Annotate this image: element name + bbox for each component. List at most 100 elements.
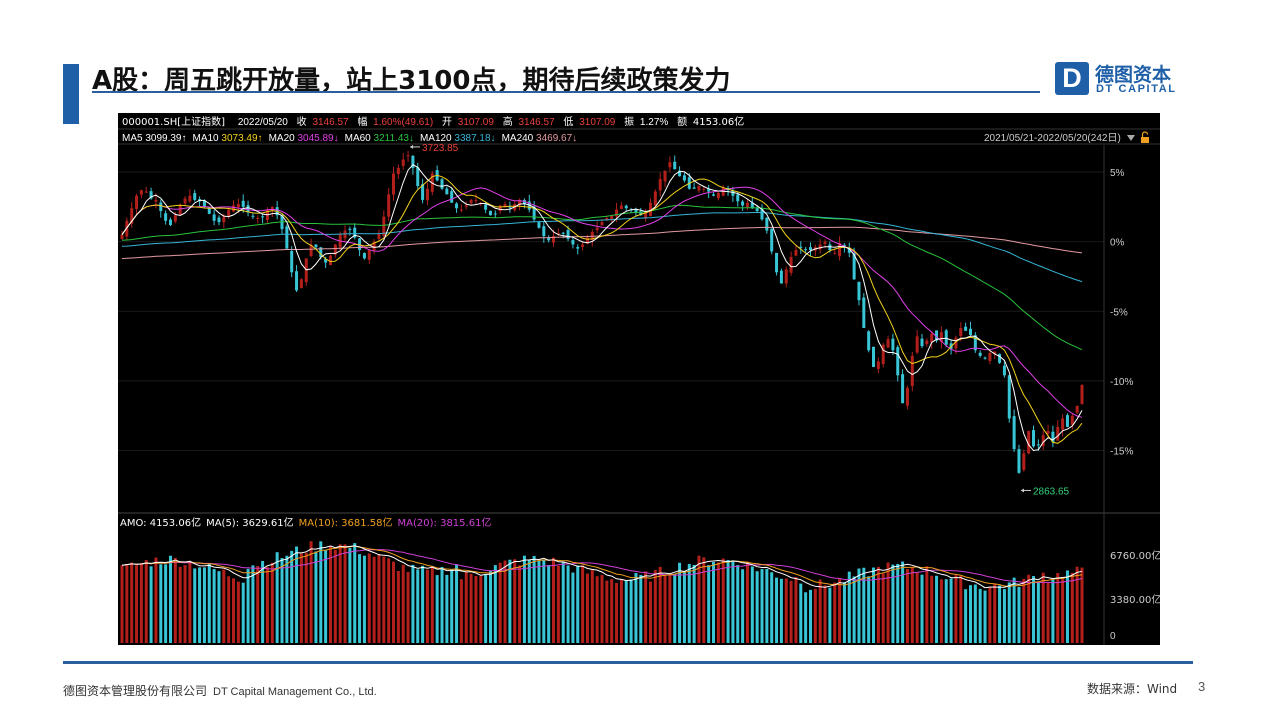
ma-legend-label: MA5 bbox=[122, 133, 145, 144]
volume-bar bbox=[842, 582, 846, 643]
candle-body bbox=[615, 209, 619, 217]
volume-bar bbox=[256, 566, 260, 643]
volume-bar bbox=[280, 557, 284, 643]
volume-bar bbox=[1065, 570, 1069, 643]
volume-bar bbox=[910, 567, 914, 643]
volume-bar bbox=[682, 570, 686, 643]
candle-body bbox=[1007, 375, 1011, 419]
candle-body bbox=[324, 258, 328, 263]
volume-bar bbox=[1051, 579, 1055, 643]
volume-bar bbox=[120, 565, 124, 643]
volume-bar bbox=[726, 559, 730, 643]
candle-body bbox=[382, 216, 386, 236]
ma-legend-value: 3387.18↓ bbox=[454, 133, 495, 144]
candle-body bbox=[935, 330, 939, 341]
volume-bar bbox=[1061, 579, 1065, 643]
ma-legend-value: 3211.43↓ bbox=[374, 133, 414, 144]
volume-bar bbox=[668, 574, 672, 643]
candle-body bbox=[459, 209, 463, 211]
candle-body bbox=[440, 179, 444, 189]
annotation-arrow bbox=[410, 144, 414, 149]
volume-bar bbox=[372, 556, 376, 643]
footer-line bbox=[63, 661, 1193, 664]
candle-body bbox=[236, 204, 240, 208]
ma5-line bbox=[121, 164, 1083, 452]
candle-body bbox=[842, 244, 846, 246]
quote-open-label: 开 bbox=[442, 117, 452, 128]
candle-body bbox=[542, 226, 546, 237]
candle-body bbox=[125, 220, 129, 237]
volume-bar bbox=[1046, 582, 1050, 643]
candle-body bbox=[954, 337, 958, 349]
volume-bar bbox=[779, 578, 783, 643]
candle-body bbox=[227, 209, 231, 217]
quote-close-label: 收 bbox=[297, 115, 307, 128]
volume-bar bbox=[479, 576, 483, 643]
candle-body bbox=[1012, 416, 1016, 450]
volume-bar bbox=[930, 575, 934, 643]
volume-bar bbox=[707, 565, 711, 643]
candle-body bbox=[973, 335, 977, 351]
range-dropdown-icon[interactable] bbox=[1127, 135, 1135, 141]
volume-bar bbox=[775, 577, 779, 643]
volume-bar bbox=[154, 557, 158, 643]
volume-bar bbox=[712, 562, 716, 643]
volume-bar bbox=[857, 568, 861, 643]
quote-amount: 4153.06亿 bbox=[693, 115, 744, 128]
volume-bar bbox=[493, 565, 497, 643]
volume-bar bbox=[459, 579, 463, 643]
volume-bars bbox=[120, 541, 1084, 643]
candle-body bbox=[367, 250, 371, 260]
volume-bar bbox=[290, 550, 294, 643]
candle-body bbox=[585, 237, 589, 244]
candle-body bbox=[1036, 444, 1040, 446]
ma20-line bbox=[121, 186, 1083, 418]
volume-bar bbox=[377, 553, 381, 643]
lock-icon[interactable] bbox=[1141, 131, 1149, 143]
volume-bar bbox=[915, 572, 919, 643]
volume-bar bbox=[139, 562, 143, 643]
volume-bar bbox=[542, 559, 546, 643]
candle-body bbox=[387, 194, 391, 217]
volume-bar bbox=[595, 576, 599, 643]
candle-body bbox=[149, 191, 153, 199]
volume-bar bbox=[440, 566, 444, 643]
volume-bar bbox=[639, 574, 643, 643]
quote-close: 3146.57 bbox=[312, 117, 349, 128]
candle-body bbox=[130, 208, 134, 224]
y-tick-label: 0% bbox=[1110, 238, 1125, 249]
ma-legend-value: 3073.49↑ bbox=[221, 133, 262, 144]
ma-legend-value: 3045.89↓ bbox=[297, 133, 338, 144]
y-axis-ticks: 5% 0% -5% -10% -15% bbox=[1110, 168, 1133, 457]
candle-body bbox=[488, 210, 492, 216]
candle-body bbox=[658, 179, 662, 191]
volume-bar bbox=[745, 561, 749, 643]
candle-body bbox=[450, 191, 454, 203]
volume-bar bbox=[784, 578, 788, 643]
volume-bar bbox=[818, 579, 822, 643]
volume-bar bbox=[173, 557, 177, 643]
candle-body bbox=[939, 332, 943, 342]
candle-body bbox=[178, 205, 182, 215]
candle-body bbox=[348, 228, 352, 230]
candle-body bbox=[988, 353, 992, 361]
ma60-line bbox=[121, 204, 1083, 351]
volume-bar bbox=[939, 579, 943, 643]
volume-axis: 6760.00亿 3380.00亿 0 bbox=[1110, 549, 1161, 642]
candle-body bbox=[571, 240, 575, 245]
candle-body bbox=[299, 279, 303, 289]
volume-bar bbox=[993, 584, 997, 643]
volume-bar bbox=[421, 565, 425, 643]
volume-bar bbox=[396, 571, 400, 643]
volume-bar bbox=[1080, 567, 1084, 643]
candle-body bbox=[285, 226, 289, 249]
volume-bar bbox=[891, 564, 895, 643]
volume-bar bbox=[760, 569, 764, 643]
candle-body bbox=[775, 252, 779, 273]
volume-tick-6760: 6760.00亿 bbox=[1110, 549, 1160, 562]
candle-body bbox=[411, 155, 415, 168]
volume-bar bbox=[401, 564, 405, 643]
candle-body bbox=[207, 207, 211, 214]
volume-bar bbox=[1002, 589, 1006, 643]
volume-bar bbox=[905, 569, 909, 643]
